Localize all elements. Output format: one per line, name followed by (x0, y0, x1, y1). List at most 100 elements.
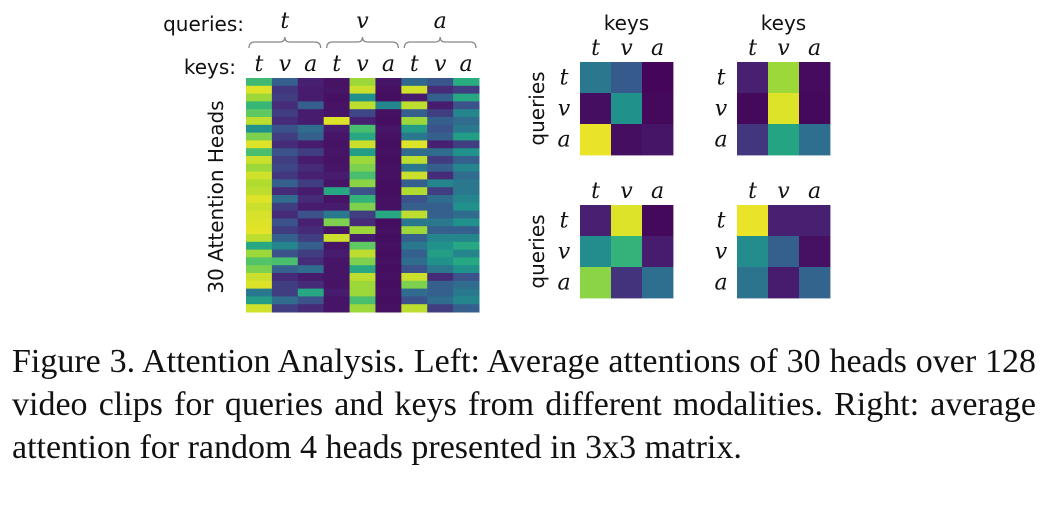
small-heatmap-cell (611, 62, 643, 94)
heatmap-cell (349, 226, 376, 235)
heatmap-cell (375, 78, 402, 87)
heatmap-cell (375, 187, 402, 196)
heatmap-cell (401, 195, 428, 204)
heatmap-cell (297, 117, 325, 126)
key-tick-label: t (332, 52, 341, 77)
big-heatmap (246, 78, 480, 313)
key-tick-label: v (279, 52, 292, 77)
heatmap-cell (427, 195, 454, 204)
heatmap-cell (323, 226, 351, 235)
heatmap-cell (401, 187, 428, 196)
heatmap-cell (271, 273, 299, 282)
heatmap-cell (453, 179, 480, 188)
small-heatmap-cell (580, 62, 612, 94)
heatmap-cell (401, 148, 428, 157)
small-queries-label: queries (525, 71, 549, 145)
small-heatmap-cell (768, 236, 800, 268)
heatmap-cell (297, 124, 325, 134)
heatmap-cell (453, 195, 480, 204)
heatmap-cell (401, 85, 428, 95)
heatmap-cell (323, 210, 351, 219)
heatmap-cell (375, 140, 402, 149)
heatmap-cell (349, 187, 376, 196)
heatmap-cell (349, 195, 376, 204)
key-tick-label: t (410, 52, 419, 77)
heatmap-cell (349, 241, 376, 251)
heatmap-cell (375, 226, 402, 235)
heatmap-cell (401, 117, 428, 126)
heatmap-cell (246, 101, 273, 110)
heatmap-cell (427, 288, 454, 297)
heatmap-cell (323, 109, 351, 118)
heatmap-cell (246, 296, 273, 305)
heatmap-cell (375, 132, 402, 141)
heatmap-cell (246, 218, 273, 227)
small-query-tick: v (715, 240, 728, 265)
heatmap-cell (427, 257, 454, 266)
heatmap-cell (427, 226, 454, 235)
heatmap-cell (271, 78, 299, 87)
query-group-brace (248, 36, 322, 49)
heatmap-cell (401, 273, 428, 282)
heatmap-cell (246, 93, 273, 102)
small-heatmap-cell (799, 62, 831, 94)
small-heatmap-cell (611, 93, 643, 125)
heatmap-cell (427, 234, 454, 243)
small-query-tick: t (560, 66, 569, 91)
heatmap-cell (246, 265, 273, 274)
heatmap-cell (349, 273, 376, 282)
heatmap-cell (271, 226, 299, 235)
heatmap-cell (349, 280, 376, 290)
small-heatmap-cell (611, 205, 643, 237)
heatmap-cell (349, 249, 376, 258)
heatmap-cell (297, 234, 325, 243)
heatmap-cell (246, 78, 273, 87)
heatmap-cell (375, 273, 402, 282)
small-heatmap-cell (642, 93, 674, 125)
heatmap-cell (323, 288, 351, 297)
heatmap-cell (375, 109, 402, 118)
key-tick-label: a (304, 52, 317, 77)
heatmap-cell (375, 288, 402, 297)
heatmap-cell (246, 288, 273, 297)
heatmap-cell (323, 241, 351, 251)
heatmap-cell (427, 109, 454, 118)
heatmap-cell (297, 163, 325, 173)
heatmap-cell (453, 226, 480, 235)
heatmap-cell (375, 304, 402, 313)
heatmap-cell (271, 163, 299, 173)
heatmap-cell (297, 218, 325, 227)
heatmap-cell (271, 296, 299, 305)
heatmap-cell (427, 85, 454, 95)
heatmap-cell (427, 249, 454, 258)
small-query-tick: v (558, 240, 571, 265)
small-heatmap-cell (799, 236, 831, 268)
small-heatmap-cell (580, 205, 612, 237)
small-key-tick: t (591, 179, 600, 204)
small-query-tick: t (717, 66, 726, 91)
heatmap-cell (246, 280, 273, 290)
heatmap-cell (401, 280, 428, 290)
heatmap-cell (375, 148, 402, 157)
heatmap-cell (375, 257, 402, 266)
heatmap-cell (297, 109, 325, 118)
heatmap-cell (323, 249, 351, 258)
heatmap-cell (453, 117, 480, 126)
heatmap-cell (453, 124, 480, 134)
heatmap-cell (323, 273, 351, 282)
heatmap-cell (323, 101, 351, 110)
attention-heads-axis-label: 30 Attention Heads (204, 100, 228, 293)
small-heatmap-cell (799, 267, 831, 299)
heatmap-cell (297, 288, 325, 297)
heatmap-cell (297, 210, 325, 219)
heatmap-cell (453, 78, 480, 87)
heatmap-cell (271, 187, 299, 196)
small-heatmap-cell (737, 93, 769, 125)
heatmap-cell (427, 265, 454, 274)
heatmap-cell (246, 148, 273, 157)
heatmap-cell (401, 132, 428, 141)
